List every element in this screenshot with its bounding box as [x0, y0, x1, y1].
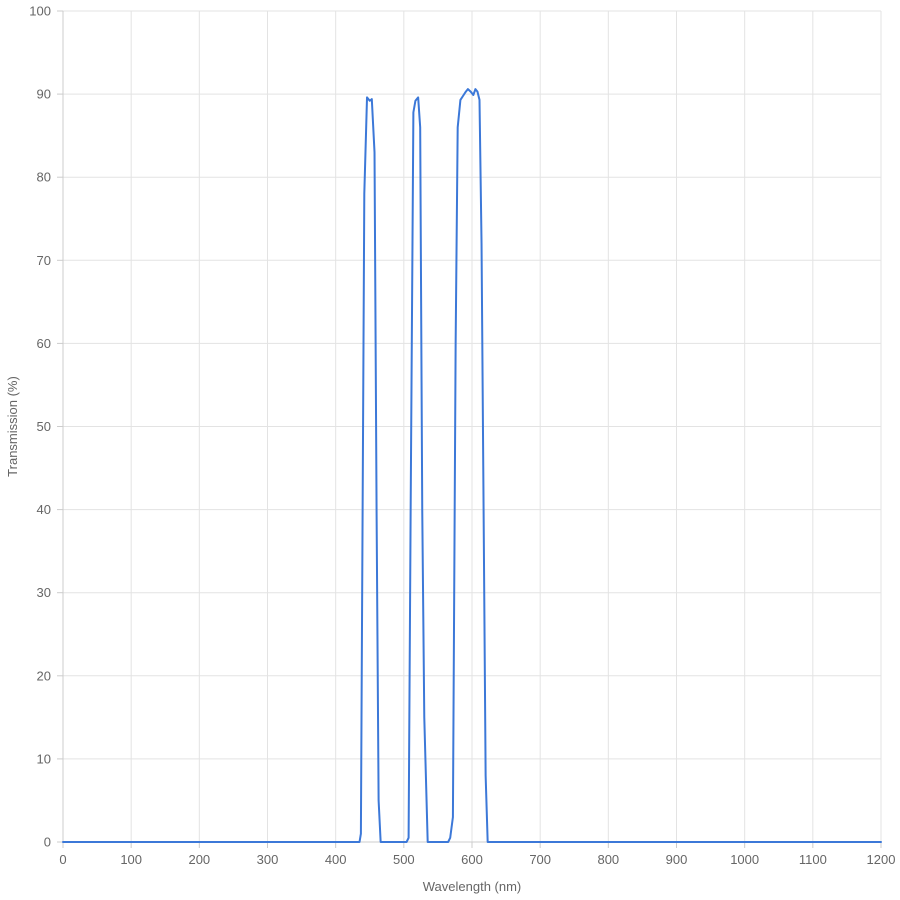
x-tick-label: 900	[666, 852, 688, 867]
y-tick-label: 60	[37, 336, 51, 351]
y-tick-label: 0	[44, 835, 51, 850]
y-tick-label: 80	[37, 170, 51, 185]
x-tick-label: 200	[188, 852, 210, 867]
y-tick-label: 100	[29, 4, 51, 19]
x-tick-label: 300	[257, 852, 279, 867]
transmission-series-line	[62, 88, 882, 843]
y-tick-label: 10	[37, 751, 51, 766]
gridlines	[62, 10, 882, 843]
y-tick-label: 20	[37, 668, 51, 683]
x-tick-label: 1200	[867, 852, 896, 867]
x-tick-label: 100	[120, 852, 142, 867]
x-tick-label: 500	[393, 852, 415, 867]
y-tick-label: 30	[37, 585, 51, 600]
series	[62, 88, 882, 843]
x-tick-label: 400	[325, 852, 347, 867]
y-tick-label: 70	[37, 253, 51, 268]
axes	[57, 10, 882, 848]
x-tick-label: 0	[59, 852, 66, 867]
y-tick-label: 40	[37, 502, 51, 517]
x-tick-label: 700	[529, 852, 551, 867]
y-tick-label: 50	[37, 419, 51, 434]
x-axis-title: Wavelength (nm)	[423, 879, 522, 894]
y-tick-label: 90	[37, 87, 51, 102]
y-axis-title: Transmission (%)	[5, 376, 20, 477]
x-tick-label: 600	[461, 852, 483, 867]
x-tick-label: 800	[597, 852, 619, 867]
x-tick-label: 1100	[799, 852, 827, 867]
x-tick-label: 1000	[730, 852, 759, 867]
